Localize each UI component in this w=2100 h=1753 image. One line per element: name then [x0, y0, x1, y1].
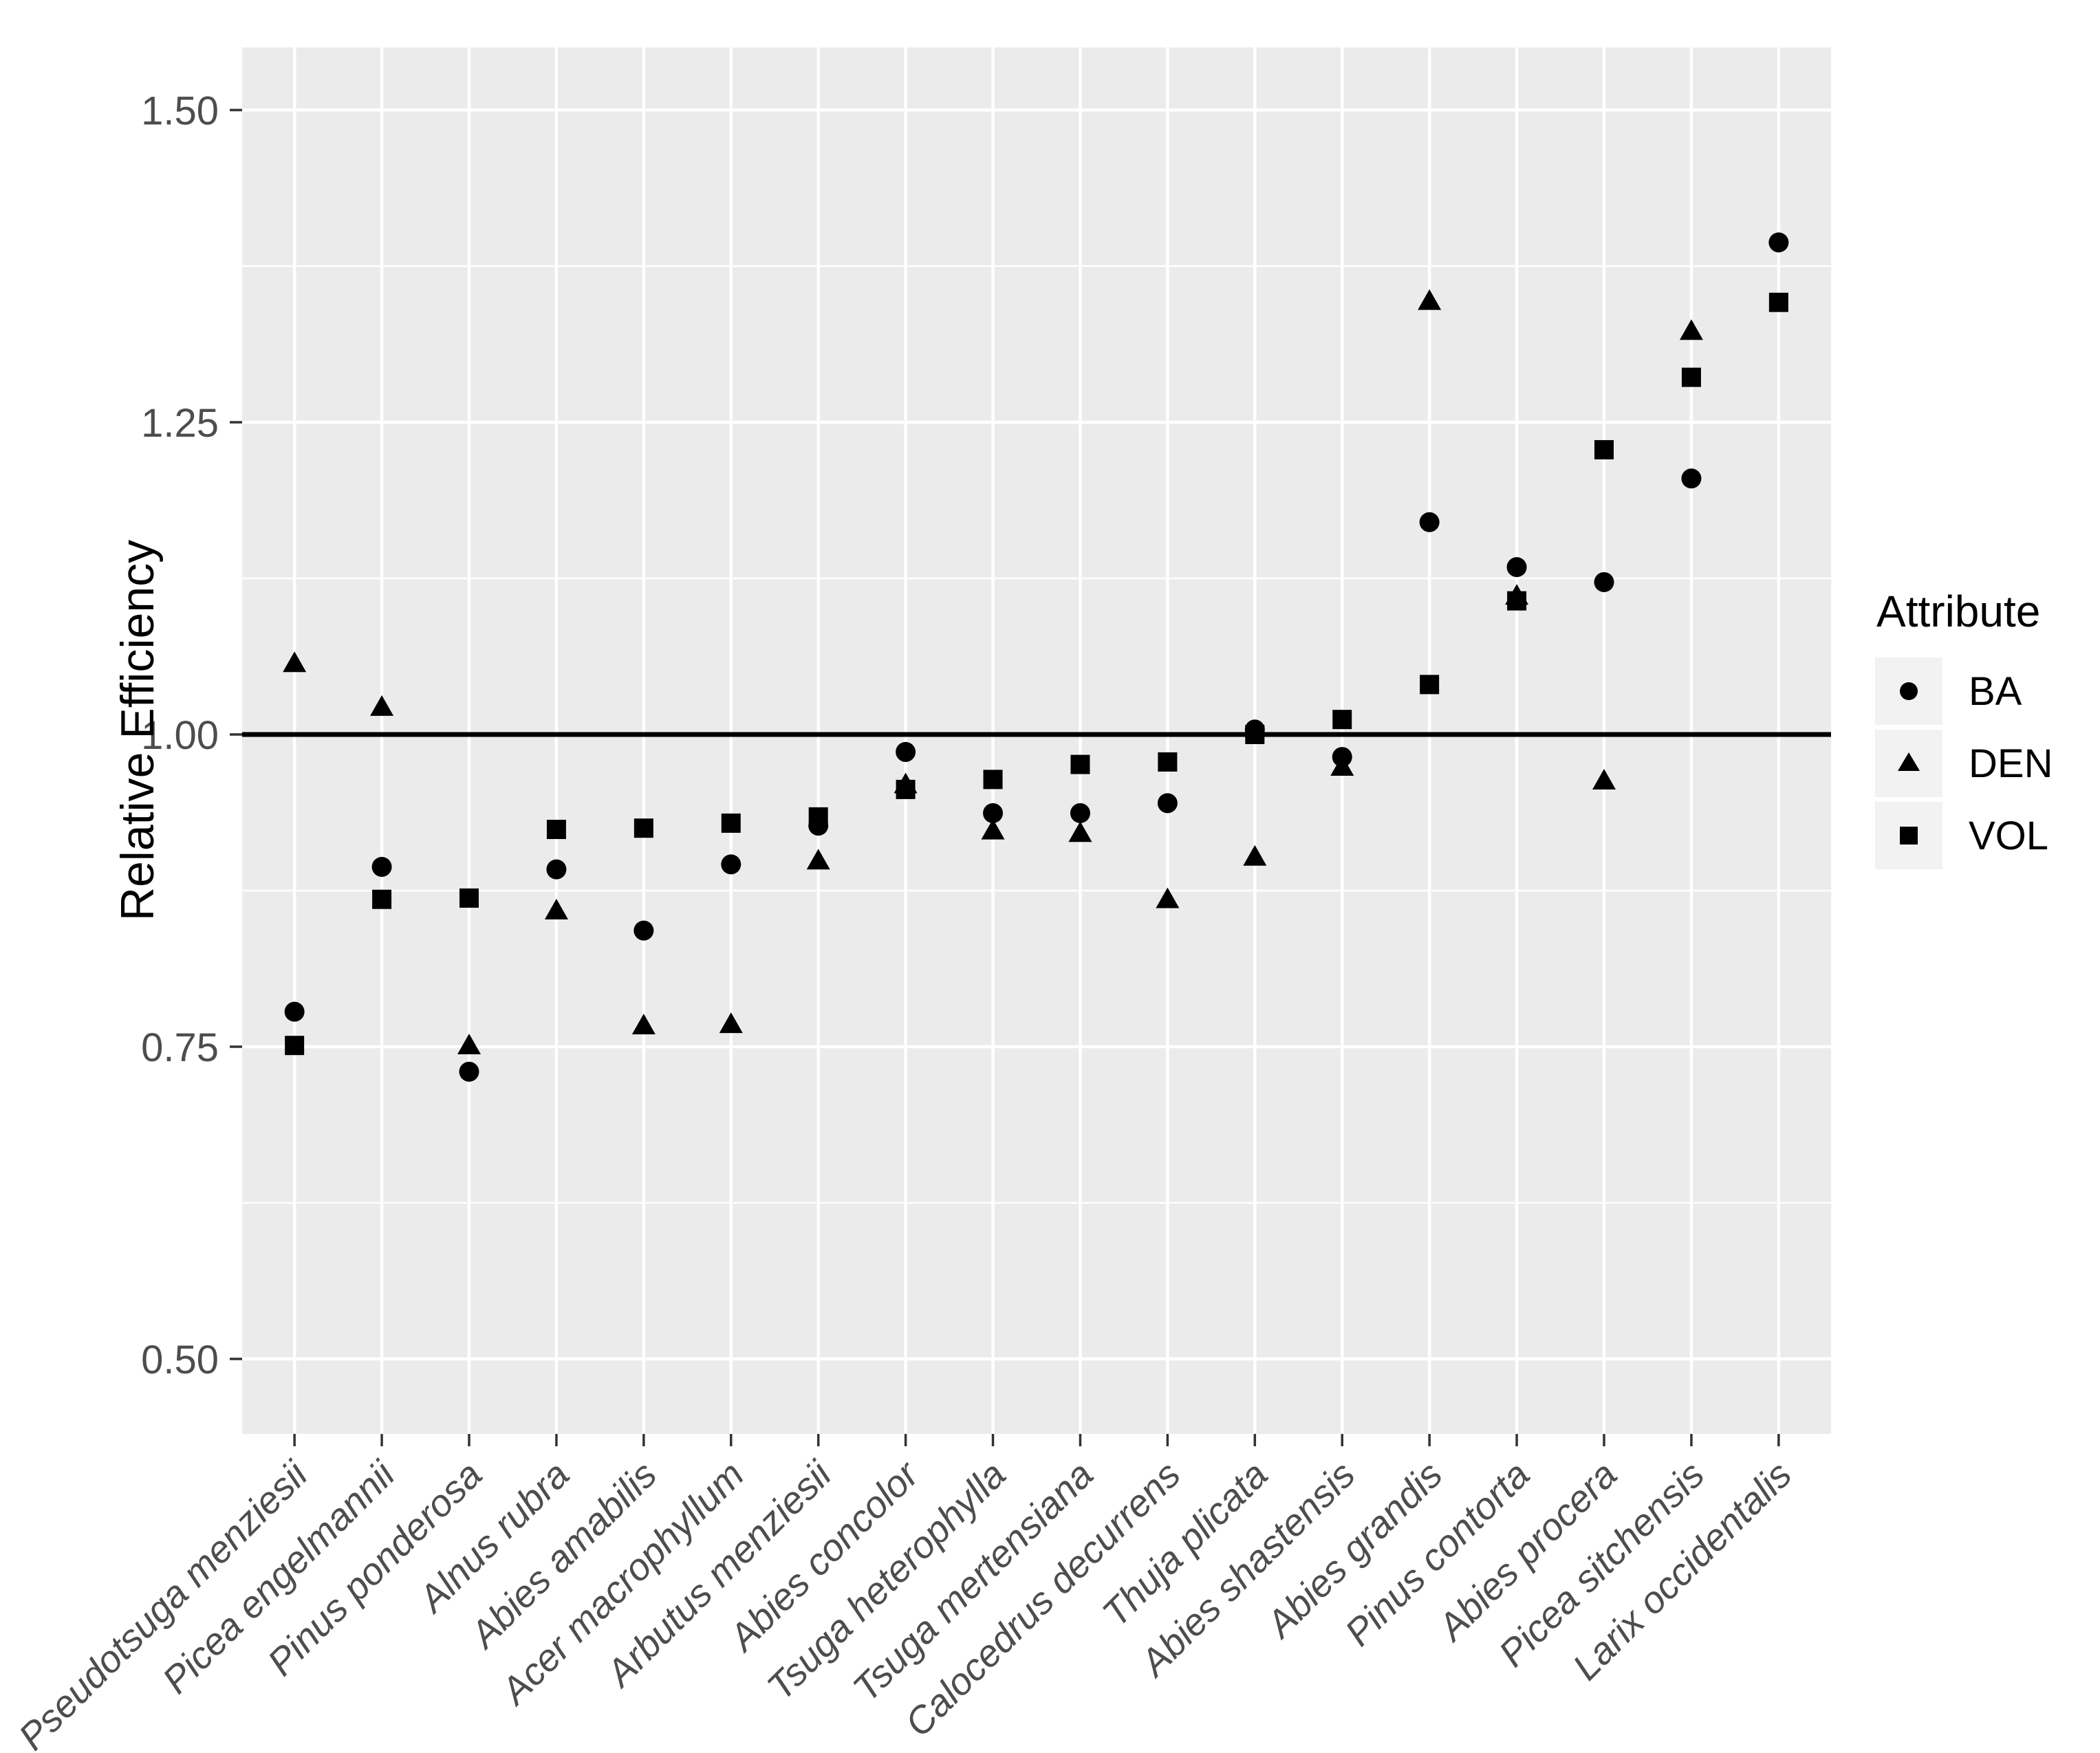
point-VOL-7 [896, 779, 916, 799]
point-VOL-11 [1245, 725, 1265, 744]
point-DEN-11 [1243, 845, 1267, 866]
point-DEN-3 [544, 898, 568, 919]
square-marker-icon [1875, 802, 1942, 869]
point-DEN-13 [1418, 289, 1442, 310]
point-BA-16 [1681, 468, 1702, 489]
legend-entry-DEN: DEN [1875, 730, 2053, 797]
legend-entry-label: VOL [1969, 813, 2049, 858]
point-VOL-5 [721, 813, 741, 833]
legend-circle-glyph [1900, 682, 1918, 700]
point-BA-4 [634, 920, 654, 941]
circle-marker-icon [1875, 657, 1942, 725]
legend-entry-BA: BA [1875, 657, 2053, 725]
point-VOL-8 [983, 770, 1003, 790]
point-VOL-15 [1594, 439, 1614, 459]
point-VOL-9 [1070, 754, 1090, 774]
point-VOL-0 [285, 1036, 305, 1056]
point-BA-15 [1594, 571, 1614, 592]
point-VOL-14 [1507, 591, 1527, 611]
point-VOL-3 [546, 820, 566, 840]
point-BA-7 [896, 741, 916, 762]
gridlines [242, 47, 1831, 1434]
series-BA [284, 232, 1789, 1082]
legend-entry-label: BA [1969, 668, 2022, 714]
point-BA-3 [546, 859, 567, 880]
legend-square-glyph [1900, 827, 1918, 845]
legend-entry-label: DEN [1969, 741, 2053, 786]
point-VOL-6 [808, 807, 828, 827]
point-DEN-2 [457, 1034, 481, 1054]
point-BA-10 [1157, 793, 1178, 814]
y-tick-label: 1.50 [141, 89, 219, 133]
plot-panel [242, 47, 1831, 1434]
point-BA-1 [371, 856, 392, 877]
point-DEN-15 [1592, 769, 1616, 790]
point-DEN-6 [806, 849, 830, 870]
point-DEN-9 [1068, 821, 1092, 842]
axis-ticks [230, 109, 1780, 1446]
point-DEN-5 [719, 1012, 743, 1034]
legend-title: Attribute [1876, 587, 2041, 636]
point-VOL-4 [634, 818, 653, 838]
point-BA-0 [284, 1001, 305, 1022]
point-BA-17 [1768, 232, 1789, 252]
point-DEN-1 [370, 695, 394, 716]
point-VOL-1 [372, 889, 392, 909]
y-tick-label: 1.00 [141, 713, 219, 758]
point-DEN-10 [1156, 887, 1180, 908]
point-DEN-12 [1330, 755, 1354, 776]
legend-triangle-glyph [1898, 752, 1920, 771]
y-tick-label: 1.25 [141, 401, 219, 446]
y-tick-label: 0.50 [141, 1338, 219, 1382]
point-VOL-13 [1420, 675, 1440, 695]
point-BA-14 [1506, 557, 1527, 578]
legend: Attribute BA DEN VOL [1875, 586, 2053, 874]
point-BA-9 [1070, 803, 1090, 823]
point-DEN-4 [631, 1013, 656, 1034]
point-DEN-8 [981, 818, 1005, 840]
point-BA-13 [1419, 512, 1440, 532]
legend-entry-VOL: VOL [1875, 802, 2053, 869]
point-DEN-16 [1679, 319, 1703, 340]
point-VOL-17 [1768, 292, 1788, 312]
series-VOL [285, 292, 1788, 1056]
point-DEN-0 [283, 651, 307, 673]
point-BA-2 [459, 1061, 479, 1082]
triangle-marker-icon [1875, 730, 1942, 797]
point-VOL-2 [459, 888, 479, 908]
point-BA-8 [983, 803, 1004, 823]
point-BA-5 [721, 854, 742, 875]
point-VOL-10 [1158, 752, 1178, 772]
y-tick-label: 0.75 [141, 1025, 219, 1070]
point-VOL-12 [1332, 710, 1352, 730]
point-VOL-16 [1681, 367, 1701, 387]
y-axis-title: Relative Efficiency [111, 539, 164, 922]
